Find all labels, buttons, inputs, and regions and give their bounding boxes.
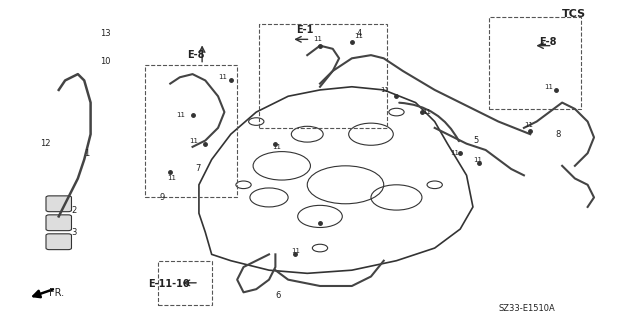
Text: 8: 8 bbox=[556, 130, 561, 139]
Text: 10: 10 bbox=[100, 57, 111, 66]
Text: 11: 11 bbox=[381, 87, 390, 93]
Text: E-8: E-8 bbox=[540, 38, 557, 48]
Text: 11: 11 bbox=[291, 248, 300, 254]
Text: 11: 11 bbox=[422, 109, 431, 115]
Text: 5: 5 bbox=[473, 136, 478, 145]
Text: 6: 6 bbox=[275, 291, 281, 300]
FancyBboxPatch shape bbox=[46, 196, 72, 212]
Text: 3: 3 bbox=[72, 228, 77, 237]
Text: 11: 11 bbox=[451, 150, 460, 156]
Text: 1: 1 bbox=[84, 149, 90, 158]
Text: 11: 11 bbox=[473, 157, 482, 162]
Text: 11: 11 bbox=[544, 84, 554, 90]
Text: E-11-10: E-11-10 bbox=[148, 279, 189, 289]
Text: 9: 9 bbox=[159, 193, 164, 202]
Text: TCS: TCS bbox=[562, 9, 586, 19]
Text: SZ33-E1510A: SZ33-E1510A bbox=[499, 304, 555, 313]
Text: 13: 13 bbox=[100, 28, 111, 38]
Text: 11: 11 bbox=[354, 33, 363, 39]
Text: 11: 11 bbox=[189, 137, 198, 144]
Text: E-1: E-1 bbox=[296, 25, 314, 35]
Text: E-8: E-8 bbox=[188, 50, 205, 60]
Text: 11: 11 bbox=[272, 144, 281, 150]
Text: 12: 12 bbox=[40, 139, 50, 148]
Text: 7: 7 bbox=[196, 165, 201, 174]
Text: 11: 11 bbox=[177, 112, 186, 118]
Text: 11: 11 bbox=[314, 36, 323, 42]
Text: 2: 2 bbox=[72, 206, 77, 215]
FancyBboxPatch shape bbox=[46, 234, 72, 250]
Text: 11: 11 bbox=[524, 122, 533, 128]
Text: 11: 11 bbox=[167, 175, 176, 182]
Text: 4: 4 bbox=[357, 28, 362, 38]
FancyBboxPatch shape bbox=[46, 215, 72, 231]
Text: FR.: FR. bbox=[49, 288, 64, 298]
Text: 11: 11 bbox=[218, 74, 227, 80]
